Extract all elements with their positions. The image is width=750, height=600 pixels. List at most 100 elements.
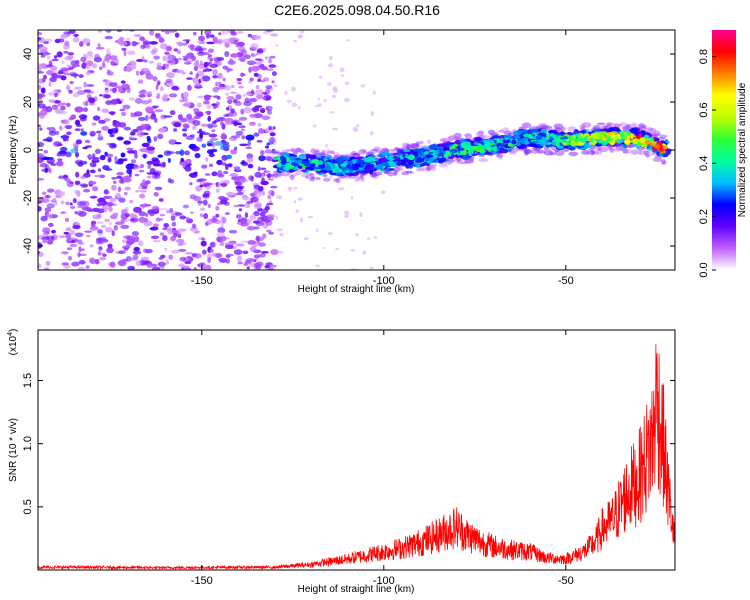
spectrogram-noise-mark	[261, 190, 266, 196]
spectrogram-signal-mark	[467, 150, 474, 155]
spectrogram-noise-mark	[85, 265, 90, 269]
spectrogram-noise-mark	[89, 244, 94, 248]
spectrogram-noise-mark	[205, 156, 209, 162]
spectrogram-noise-mark	[247, 33, 253, 38]
spectrogram-noise-mark	[209, 241, 215, 248]
spectrogram-noise-mark	[237, 191, 244, 196]
spectrogram-noise-mark	[109, 55, 118, 61]
spectrogram-noise-mark	[325, 143, 328, 148]
spectrogram-noise-mark	[104, 218, 110, 222]
spectrogram-noise-mark	[258, 155, 266, 162]
spectrogram-noise-mark	[65, 151, 72, 158]
spectrogram-noise-mark	[42, 77, 46, 83]
spectrogram-noise-mark	[207, 123, 214, 129]
spectrogram-noise-mark	[80, 175, 86, 180]
spectrogram-noise-mark	[203, 100, 208, 105]
spectrogram-signal-mark	[608, 127, 615, 133]
spectrogram-noise-mark	[207, 115, 211, 122]
spectrogram-noise-mark	[132, 250, 142, 255]
spectrogram-noise-mark	[146, 264, 153, 268]
spectrogram-noise-mark	[74, 120, 80, 126]
spectrogram-noise-mark	[47, 222, 54, 227]
spectrogram-noise-mark	[249, 214, 257, 220]
spectrogram-noise-mark	[255, 236, 264, 242]
spectrogram-noise-mark	[89, 181, 97, 185]
spectrogram-signal-mark	[620, 138, 625, 141]
spectrogram-noise-mark	[265, 105, 273, 112]
spectrogram-noise-mark	[250, 89, 255, 95]
spectrogram-noise-mark	[191, 55, 197, 62]
spectrogram-signal-mark	[620, 121, 628, 128]
snr-xtick-label: -50	[558, 575, 574, 587]
spectrogram-noise-mark	[265, 170, 272, 174]
spectrogram-signal-mark	[317, 160, 324, 166]
spectrogram-noise-mark	[267, 216, 274, 221]
spectrogram-noise-mark	[257, 166, 261, 172]
spectrogram-noise-mark	[159, 213, 166, 217]
spectrogram-noise-mark	[218, 32, 222, 36]
spectrogram-panel: -150 -100 -50 40 20 0 -20 -40 Height of straigh…	[8, 29, 748, 295]
spectrogram-noise-mark	[38, 263, 42, 269]
spectrogram-noise-mark	[46, 212, 53, 220]
spectrogram-noise-mark	[259, 211, 266, 217]
spectrogram-noise-mark	[297, 197, 303, 201]
spectrogram-noise-mark	[113, 180, 117, 184]
spectrogram-noise-mark	[224, 120, 233, 126]
spectrogram-noise-mark	[69, 243, 78, 248]
spectrogram-noise-mark	[155, 33, 161, 37]
spectrogram-signal-mark	[287, 164, 295, 169]
spectrogram-noise-mark	[200, 262, 205, 266]
spectrogram-noise-mark	[186, 39, 189, 44]
spectrogram-noise-mark	[235, 214, 242, 219]
spectrogram-noise-mark	[230, 30, 236, 34]
spectrogram-noise-mark	[153, 191, 159, 197]
spectrogram-noise-mark	[356, 124, 360, 128]
spectrogram-noise-mark	[260, 180, 269, 186]
spectrogram-noise-mark	[199, 213, 204, 217]
spectrogram-noise-mark	[114, 156, 118, 162]
spectrogram-signal-mark	[592, 149, 602, 156]
spectrogram-noise-mark	[51, 58, 59, 62]
spectrogram-noise-mark	[81, 206, 91, 211]
spectrogram-noise-mark	[118, 197, 126, 203]
spectrogram-noise-mark	[103, 195, 113, 199]
spectrogram-signal-mark	[606, 132, 614, 136]
spectrogram-noise-mark	[258, 65, 263, 68]
spectrogram-noise-mark	[293, 186, 298, 190]
spectrogram-noise-mark	[102, 253, 107, 257]
spectrogram-noise-mark	[184, 261, 192, 265]
spectrogram-noise-mark	[54, 38, 61, 44]
spectrogram-noise-mark	[46, 127, 51, 130]
spectrogram-noise-mark	[244, 212, 248, 219]
spectrogram-noise-mark	[77, 266, 86, 270]
spectrogram-noise-mark	[42, 239, 48, 244]
spectrogram-signal-mark	[380, 168, 385, 172]
spectrogram-noise-mark	[185, 158, 192, 164]
spectrogram-noise-mark	[152, 76, 158, 82]
spectrogram-noise-mark	[98, 246, 103, 251]
spectrogram-noise-mark	[178, 41, 183, 47]
spectrogram-noise-mark	[144, 90, 153, 95]
spectrogram-signal-mark	[385, 155, 394, 160]
spectrogram-noise-mark	[240, 72, 244, 78]
spectrogram-signal-mark	[631, 149, 638, 155]
spectrogram-noise-mark	[78, 211, 87, 217]
spectrogram-noise-mark	[183, 97, 188, 102]
spectrogram-noise-mark	[109, 197, 117, 203]
spectrogram-noise-mark	[237, 261, 243, 265]
spectrogram-noise-mark	[254, 192, 262, 198]
spectrogram-noise-mark	[207, 48, 215, 54]
spectrogram-noise-mark	[240, 240, 248, 244]
snr-xtick-label: -150	[191, 575, 213, 587]
colorbar-tick-label: 0.4	[698, 156, 710, 171]
spectrogram-noise-mark	[253, 35, 262, 40]
spectrogram-noise-mark	[373, 236, 377, 239]
spectrogram-signal-mark	[352, 165, 359, 171]
spectrogram-noise-mark	[108, 221, 113, 226]
spectrogram-noise-mark	[246, 156, 254, 163]
spectrogram-noise-mark	[221, 132, 226, 139]
spectrogram-marks	[38, 30, 672, 270]
spectrogram-noise-mark	[159, 86, 164, 92]
spectrogram-noise-mark	[184, 252, 194, 255]
spectrogram-signal-mark	[538, 122, 547, 127]
